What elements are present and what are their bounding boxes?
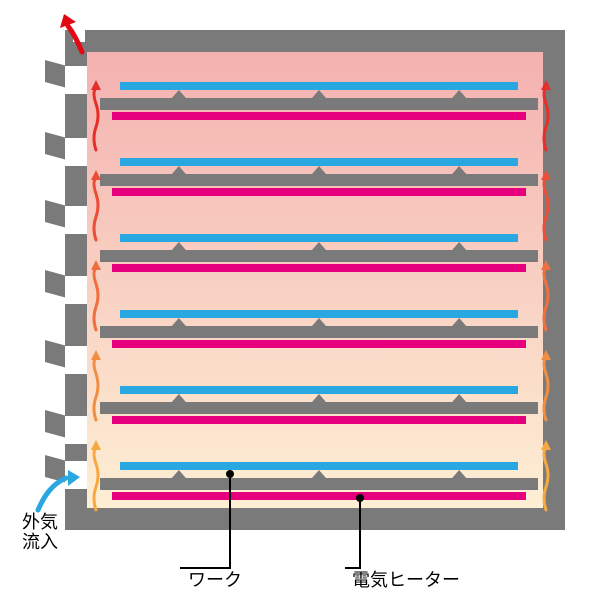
inflow-label-2: 流入: [22, 532, 58, 552]
inflow-arrow: [38, 478, 66, 510]
heating-chamber-diagram: ワーク 電気ヒーター 外気流入: [0, 0, 600, 600]
work-piece: [120, 310, 518, 318]
louver-opening: [65, 206, 87, 234]
louver-opening: [65, 346, 87, 374]
work-label: ワーク: [188, 570, 242, 590]
shelf: [100, 402, 538, 414]
louver-opening: [65, 276, 87, 304]
electric-heater: [112, 340, 526, 348]
louver: [45, 200, 67, 228]
electric-heater: [112, 112, 526, 120]
louver: [45, 340, 67, 368]
work-piece: [120, 386, 518, 394]
louver: [45, 270, 67, 298]
heater-label: 電気ヒーター: [352, 570, 460, 590]
louver: [45, 60, 67, 88]
chamber-interior: [87, 52, 543, 508]
louver: [45, 410, 67, 438]
shelf: [100, 478, 538, 490]
electric-heater: [112, 264, 526, 272]
electric-heater: [112, 492, 526, 500]
louver-opening: [65, 66, 87, 94]
shelf: [100, 174, 538, 186]
louver: [45, 132, 67, 160]
electric-heater: [112, 416, 526, 424]
shelf: [100, 250, 538, 262]
work-piece: [120, 82, 518, 90]
shelf: [100, 98, 538, 110]
shelf: [100, 326, 538, 338]
louver-opening: [65, 416, 87, 444]
wall-top: [65, 30, 565, 52]
work-piece: [120, 234, 518, 242]
electric-heater: [112, 188, 526, 196]
work-piece: [120, 462, 518, 470]
wall-bottom: [65, 508, 565, 530]
inflow-label-1: 外気: [22, 512, 58, 532]
louver-opening: [65, 138, 87, 166]
work-piece: [120, 158, 518, 166]
